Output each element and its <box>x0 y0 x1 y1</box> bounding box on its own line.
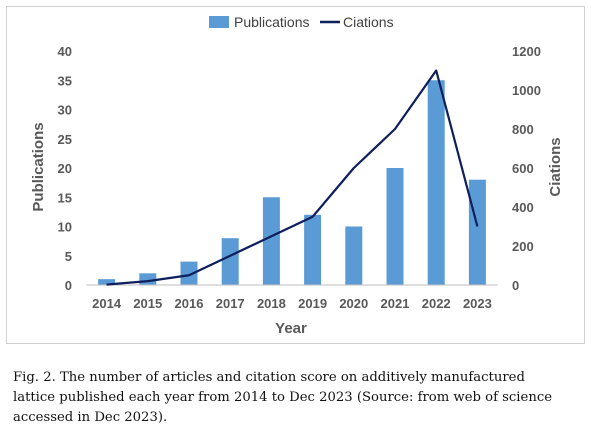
bar-publications <box>98 279 116 285</box>
line-ciations <box>106 69 479 286</box>
bar-publications <box>345 226 363 285</box>
bar-publications <box>262 197 280 285</box>
legend-label-publications: Publications <box>234 14 310 30</box>
bar-publications <box>304 214 322 285</box>
y-tick-label-left: 5 <box>65 249 72 264</box>
y-tick-label-right: 0 <box>512 278 519 293</box>
bar-publications <box>221 238 239 285</box>
y-tick-label-right: 600 <box>512 161 534 176</box>
bar-publications <box>468 179 486 285</box>
y-tick-label-left: 10 <box>58 220 72 235</box>
legend: Publications Ciations <box>209 14 394 30</box>
x-tick-label: 2018 <box>257 296 286 311</box>
x-tick-label: 2014 <box>92 296 122 311</box>
chart-frame: Publications Ciations 0 5 10 15 20 25 30 35 40 0 2… <box>6 6 585 344</box>
y-tick-label-right: 200 <box>512 239 534 254</box>
x-tick-label: 2016 <box>175 296 204 311</box>
x-tick-label: 2020 <box>339 296 368 311</box>
caption-line-2: lattice published each year from 2014 to… <box>13 390 553 405</box>
x-tick-label: 2023 <box>463 296 492 311</box>
figure-caption: Fig. 2. The number of articles and citat… <box>13 368 583 428</box>
y-tick-label-left: 40 <box>58 44 72 59</box>
y-tick-label-right: 1200 <box>512 44 541 59</box>
y-tick-label-left: 25 <box>58 132 72 147</box>
x-tick-label: 2022 <box>422 296 451 311</box>
legend-bar-swatch <box>209 16 229 28</box>
y-tick-label-right: 400 <box>512 200 534 215</box>
y-tick-label-right: 800 <box>512 122 534 137</box>
y-tick-label-left: 15 <box>58 190 72 205</box>
y-tick-label-right: 1000 <box>512 83 541 98</box>
bar-publications <box>139 273 157 285</box>
caption-line-1: Fig. 2. The number of articles and citat… <box>13 370 525 385</box>
x-tick-label: 2015 <box>133 296 162 311</box>
caption-line-3: accessed in Dec 2023). <box>13 410 168 425</box>
bar-publications <box>386 168 404 285</box>
y-tick-label-left: 35 <box>58 73 72 88</box>
y-tick-label-left: 30 <box>58 103 72 118</box>
y-tick-label-left: 0 <box>65 278 72 293</box>
chart-svg: Publications Ciations 051015202530354002… <box>30 14 564 337</box>
legend-label-ciations: Ciations <box>343 14 394 30</box>
x-axis-title: Year <box>275 320 307 337</box>
bar-publications <box>180 261 198 285</box>
y-tick-label-left: 20 <box>58 161 72 176</box>
bar-publications <box>427 80 445 285</box>
y-axis-title-right: Ciations <box>547 137 564 196</box>
x-tick-label: 2019 <box>298 296 327 311</box>
x-tick-label: 2017 <box>216 296 245 311</box>
y-axis-title-left: Publications <box>30 122 47 211</box>
x-tick-label: 2021 <box>381 296 410 311</box>
plot-area: 0510152025303540020040060080010001200201… <box>58 44 541 311</box>
